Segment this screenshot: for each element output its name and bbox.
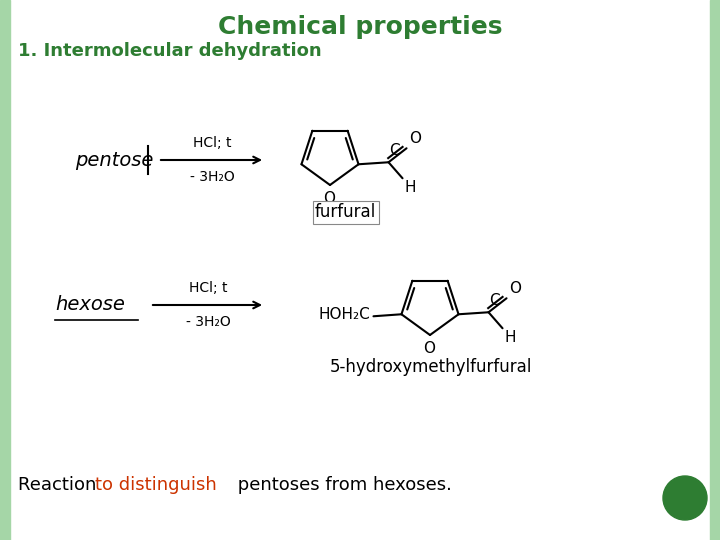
Text: 5-hydroxymethylfurfural: 5-hydroxymethylfurfural <box>330 358 532 376</box>
Text: - 3H₂O: - 3H₂O <box>186 315 230 329</box>
Text: O: O <box>510 281 521 296</box>
Text: Reaction: Reaction <box>18 476 102 494</box>
Text: HOH₂C: HOH₂C <box>319 307 371 322</box>
Text: pentoses from hexoses.: pentoses from hexoses. <box>232 476 452 494</box>
Text: H: H <box>505 330 516 345</box>
Text: HCl; t: HCl; t <box>189 281 228 295</box>
Text: furfural: furfural <box>315 203 377 221</box>
Text: C: C <box>390 143 400 158</box>
Text: to distinguish: to distinguish <box>95 476 217 494</box>
Text: O: O <box>323 191 335 206</box>
Circle shape <box>663 476 707 520</box>
Bar <box>710 0 720 540</box>
Text: hexose: hexose <box>55 295 125 314</box>
Text: O: O <box>423 341 435 356</box>
Text: O: O <box>410 131 421 146</box>
Text: - 3H₂O: - 3H₂O <box>189 170 235 184</box>
Text: HCl; t: HCl; t <box>193 136 231 150</box>
Text: pentose: pentose <box>75 151 153 170</box>
Text: 1. Intermolecular dehydration: 1. Intermolecular dehydration <box>18 42 322 60</box>
Text: Chemical properties: Chemical properties <box>217 15 503 39</box>
Text: C: C <box>490 293 500 308</box>
Text: H: H <box>405 180 416 195</box>
Bar <box>0 0 10 540</box>
